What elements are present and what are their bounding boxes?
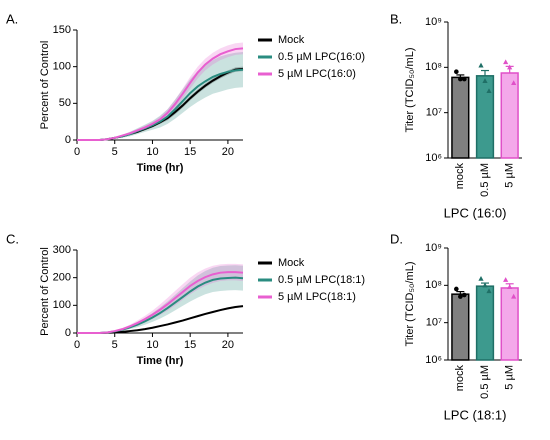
bar — [475, 75, 495, 159]
x-axis-label: Time (hr) — [137, 162, 184, 174]
bar — [451, 76, 470, 159]
y-axis-label: Percent of Control — [39, 41, 51, 130]
y-tick-label: 10⁶ — [425, 354, 442, 366]
bar — [500, 72, 519, 159]
point — [454, 69, 459, 75]
y-axis-label: Percent of Control — [39, 247, 51, 336]
legend-label: 5 µM LPC(16:0) — [278, 68, 356, 80]
y-tick-label: 10⁷ — [426, 107, 442, 119]
point — [511, 80, 517, 86]
legend-label: Mock — [278, 34, 305, 46]
point — [482, 282, 488, 288]
point — [458, 294, 463, 299]
point — [507, 64, 513, 70]
panel-label: D. — [390, 231, 403, 246]
point — [458, 76, 463, 82]
point — [462, 292, 467, 298]
y-tick-label: 0 — [65, 134, 71, 146]
x-tick-label: mock — [454, 163, 466, 190]
x-tick-label: 20 — [222, 146, 234, 158]
y-tick-label: 10⁹ — [425, 242, 442, 254]
y-tick-label: 10⁷ — [426, 317, 442, 329]
y-tick-label: 10⁹ — [425, 16, 442, 28]
y-tick-label: 10⁸ — [425, 279, 442, 291]
x-tick-label: 0.5 µM — [479, 163, 491, 197]
legend-label: 5 µM LPC(18:1) — [278, 291, 356, 303]
y-axis-label: Titer (TCID₅₀/mL) — [404, 262, 416, 347]
y-tick-label: 10⁸ — [425, 61, 442, 73]
x-tick-label: 0.5 µM — [479, 365, 491, 399]
y-axis-label: Titer (TCID₅₀/mL) — [404, 48, 416, 133]
legend-label: Mock — [278, 257, 305, 269]
y-tick-label: 100 — [53, 61, 71, 73]
x-tick-label: 15 — [184, 146, 196, 158]
legend-label: 0.5 µM LPC(18:1) — [278, 274, 365, 286]
x-tick-label: 5 µM — [504, 365, 516, 390]
point — [486, 288, 492, 294]
x-tick-label: 5 — [112, 146, 118, 158]
y-tick-label: 300 — [53, 244, 71, 256]
x-axis-label: LPC (18:1) — [444, 407, 507, 422]
y-tick-label: 0 — [65, 327, 71, 339]
y-tick-label: 10⁶ — [425, 152, 442, 164]
x-tick-label: 0 — [74, 146, 80, 158]
error-band — [77, 52, 243, 140]
x-tick-label: 5 µM — [504, 163, 516, 188]
y-tick-label: 100 — [53, 299, 71, 311]
point — [511, 293, 517, 299]
point — [462, 76, 467, 82]
legend-label: 0.5 µM LPC(16:0) — [278, 51, 365, 63]
point — [503, 277, 509, 282]
panel-label: A. — [6, 11, 18, 26]
panel-label: C. — [6, 231, 19, 246]
x-tick-label: 20 — [222, 339, 234, 351]
x-tick-label: 5 — [112, 339, 118, 351]
x-axis-label: LPC (16:0) — [444, 205, 507, 220]
x-tick-label: 10 — [146, 146, 158, 158]
x-tick-label: mock — [454, 365, 466, 392]
bar — [500, 287, 519, 361]
point — [507, 284, 513, 290]
line — [77, 47, 244, 141]
error-band — [77, 265, 243, 333]
panel-label: B. — [390, 11, 402, 26]
x-tick-label: 10 — [146, 339, 158, 351]
x-tick-label: 0 — [74, 339, 80, 351]
x-axis-label: Time (hr) — [137, 355, 184, 367]
bar — [451, 293, 470, 361]
bar — [475, 285, 495, 361]
point — [478, 62, 484, 68]
point — [486, 88, 492, 94]
x-tick-label: 15 — [184, 339, 196, 351]
y-tick-label: 50 — [59, 97, 71, 109]
point — [482, 78, 488, 83]
point — [478, 275, 484, 281]
y-tick-label: 150 — [53, 24, 71, 36]
point — [503, 59, 509, 65]
line — [77, 271, 244, 334]
error-band — [77, 263, 243, 333]
error-band — [77, 42, 243, 140]
y-tick-label: 200 — [53, 272, 71, 284]
point — [454, 286, 459, 292]
